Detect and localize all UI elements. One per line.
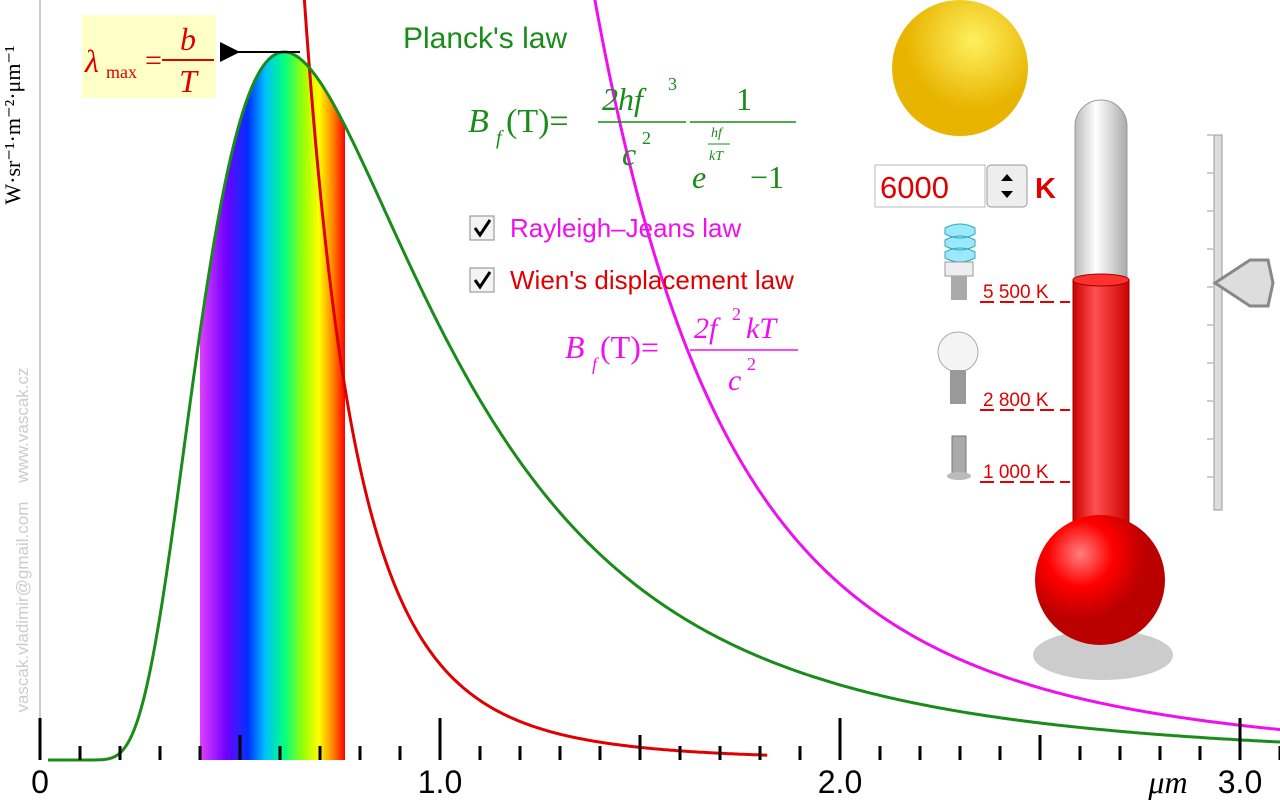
- formula-text: (T)=: [506, 103, 569, 140]
- formula-text: (T)=: [600, 329, 659, 365]
- check-mark: [473, 271, 492, 290]
- wien-formula: λ max = b T: [84, 21, 214, 99]
- formula-text: =: [145, 44, 162, 77]
- formula-text: max: [106, 62, 137, 82]
- formula-text: kT: [709, 149, 724, 164]
- spinner-arrows: [1001, 174, 1013, 198]
- watermark: vascak.vladimir@gmail.com www.vascak.cz: [13, 367, 32, 712]
- icon-part: [951, 435, 967, 475]
- marker-label: 5 500 K: [983, 282, 1049, 303]
- thermometer-shadow: [1033, 630, 1173, 680]
- checkbox-label[interactable]: Wien's displacement law: [510, 265, 794, 295]
- icon-part: [937, 331, 979, 373]
- slider-handle[interactable]: [1212, 258, 1275, 308]
- sun: [892, 0, 1028, 136]
- checkbox-row[interactable]: Rayleigh–Jeans law: [469, 213, 741, 243]
- icon-part: [951, 276, 967, 300]
- rj-formula: B f (T)= 2f 2 kT c 2: [565, 304, 798, 397]
- thermometer-level: [1072, 279, 1130, 561]
- visible-spectrum: [200, 52, 345, 760]
- cfl-bulb-icon: [944, 223, 976, 300]
- formula-text: f: [592, 354, 600, 374]
- icon-part: [944, 261, 974, 277]
- heater-icon: [947, 435, 971, 480]
- x-tick-label: 0: [31, 764, 49, 800]
- formula-text: 2: [732, 304, 741, 324]
- incandescent-bulb-icon: [937, 331, 979, 404]
- checkbox-row[interactable]: Wien's displacement law: [469, 265, 794, 295]
- icon-part: [944, 223, 976, 263]
- checkbox-label[interactable]: Rayleigh–Jeans law: [510, 213, 741, 243]
- formula-text: 1: [736, 81, 752, 117]
- slider-track[interactable]: [1213, 134, 1223, 511]
- marker-label: 1 000 K: [983, 462, 1049, 483]
- temperature-value[interactable]: 6000: [880, 170, 949, 205]
- check-mark: [473, 219, 492, 238]
- formula-text: c: [622, 136, 636, 172]
- marker-label: 2 800 K: [983, 390, 1049, 411]
- title: Planck's law: [403, 22, 567, 55]
- formula-text: 2f: [694, 312, 721, 345]
- icon-part: [947, 472, 971, 480]
- formula-text: T: [179, 63, 199, 99]
- planck-formula: B f (T)= 2hf 3 c 2 1 e hf kT −1: [468, 74, 796, 195]
- formula-text: 2hf: [602, 81, 647, 117]
- checkbox[interactable]: [469, 215, 495, 241]
- formula-text: B: [468, 103, 489, 140]
- formula-text: c: [728, 364, 741, 397]
- formula-text: b: [180, 21, 196, 57]
- spinner[interactable]: [986, 164, 1028, 208]
- checkbox[interactable]: [469, 267, 495, 293]
- formula-text: 2: [642, 128, 651, 148]
- formula-text: f: [496, 127, 504, 149]
- formula-text: e: [692, 159, 706, 195]
- rayleigh-jeans-curve: [593, 0, 1280, 732]
- thermometer-meniscus: [1072, 273, 1130, 287]
- temperature-slider[interactable]: [1212, 134, 1275, 511]
- formula-text: B: [565, 329, 585, 365]
- x-tick-label: 2.0: [818, 764, 862, 800]
- spinner-button[interactable]: [986, 164, 1028, 208]
- formula-text: −1: [750, 159, 784, 195]
- temperature-unit: K: [1035, 173, 1056, 205]
- icon-part: [950, 370, 966, 404]
- temperature-input[interactable]: [874, 164, 986, 208]
- formula-text: 2: [747, 354, 756, 374]
- x-tick-label: 3.0: [1218, 764, 1262, 800]
- formula-text: kT: [746, 312, 778, 345]
- formula-text: 3: [668, 74, 677, 94]
- thermometer-bulb: [1035, 515, 1165, 645]
- wien-curve: [302, 0, 768, 757]
- formula-text: λ: [84, 43, 99, 79]
- wien-formula-box: [82, 15, 216, 98]
- x-tick-label: 1.0: [418, 764, 462, 800]
- y-axis-label: W·sr⁻¹·m⁻²·μm⁻¹: [0, 45, 25, 204]
- planck-curve: [48, 50, 1280, 762]
- formula-text: hf: [711, 126, 724, 141]
- x-axis-unit: μm: [1147, 764, 1187, 800]
